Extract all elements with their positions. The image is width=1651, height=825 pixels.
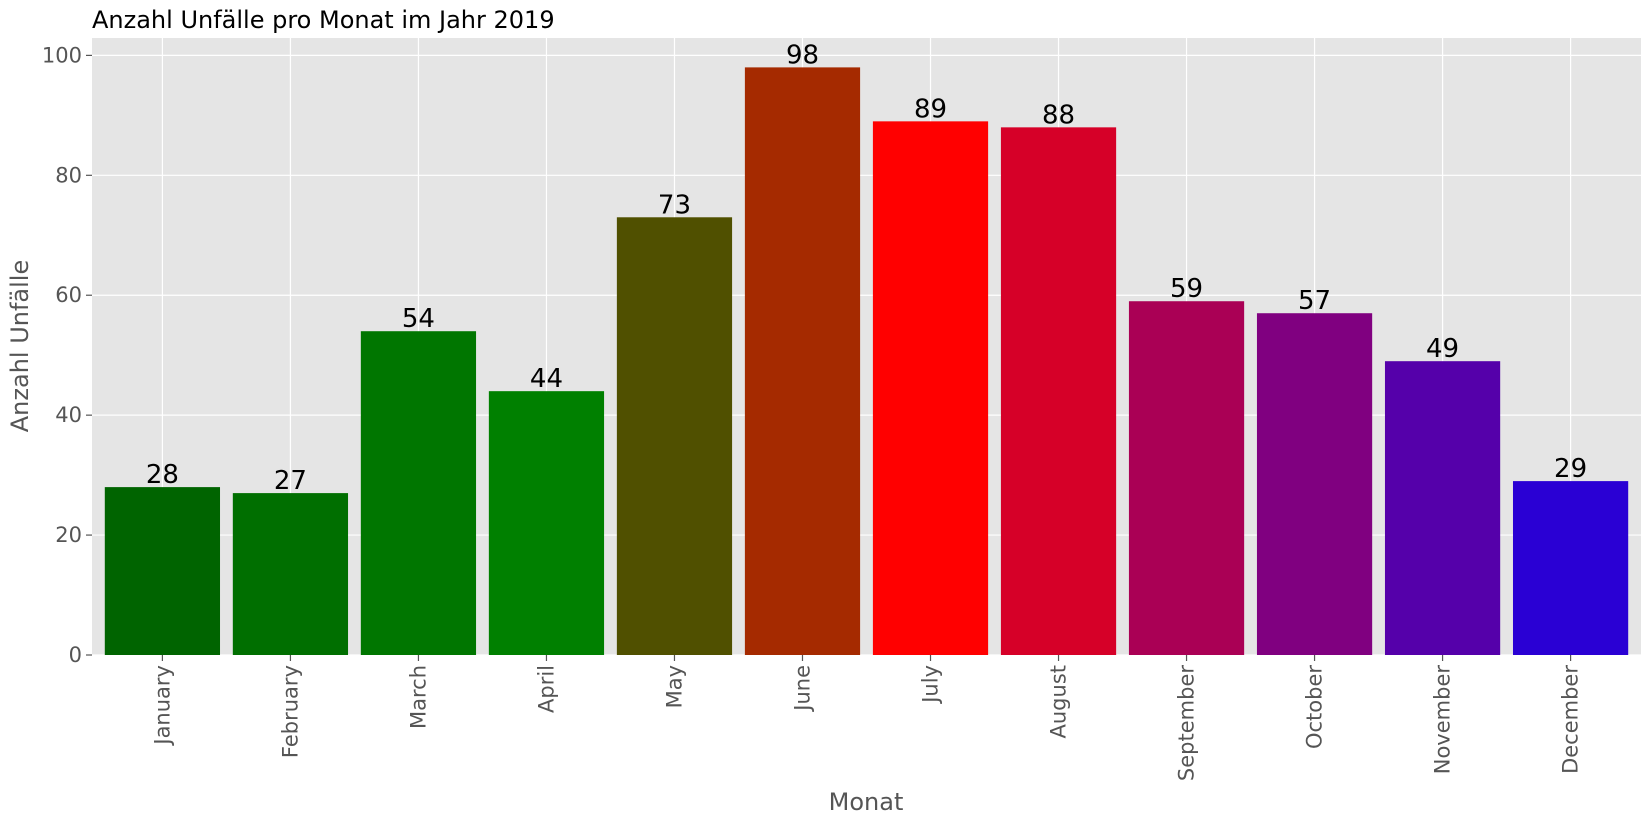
y-tick-label: 100: [42, 43, 82, 67]
data-label-september: 59: [1170, 274, 1203, 304]
x-tick-label-august: August: [1047, 665, 1071, 739]
data-label-february: 27: [274, 466, 307, 496]
data-label-november: 49: [1426, 334, 1459, 364]
x-tick-label-october: October: [1303, 665, 1327, 749]
data-label-december: 29: [1554, 454, 1587, 484]
x-tick-label-june: June: [790, 665, 814, 713]
y-tick-label: 0: [69, 643, 82, 667]
x-tick-label-may: May: [662, 665, 686, 708]
data-label-january: 28: [146, 460, 179, 490]
data-label-october: 57: [1298, 286, 1331, 316]
bar-february: [232, 493, 349, 655]
x-tick-label-september: September: [1175, 665, 1199, 781]
chart-title: Anzahl Unfälle pro Monat im Jahr 2019: [92, 6, 555, 34]
bar-october: [1256, 313, 1373, 655]
data-label-may: 73: [658, 190, 691, 220]
x-axis: January February March April May June July Augu…: [150, 655, 1583, 781]
bar-january: [104, 487, 221, 655]
y-axis-label: Anzahl Unfälle: [6, 260, 34, 432]
y-tick-label: 20: [55, 523, 82, 547]
bar-june: [744, 67, 861, 655]
data-label-june: 98: [786, 40, 819, 70]
x-tick-label-december: December: [1559, 665, 1583, 774]
x-tick-label-february: February: [278, 665, 302, 758]
bar-april: [488, 391, 605, 655]
data-labels: 28 27 54 44 73 98 89 88 59 57 49 29: [146, 40, 1587, 496]
data-label-august: 88: [1042, 100, 1075, 130]
bar-may: [616, 217, 733, 656]
x-tick-label-november: November: [1431, 665, 1455, 775]
y-tick-label: 60: [55, 283, 82, 307]
data-label-april: 44: [530, 364, 563, 394]
data-label-march: 54: [402, 304, 435, 334]
y-tick-label: 40: [55, 403, 82, 427]
bar-august: [1000, 127, 1117, 655]
bar-march: [360, 331, 477, 655]
x-tick-label-july: July: [919, 665, 943, 705]
bar-july: [872, 121, 989, 656]
y-axis: 0 20 40 60 80 100: [42, 43, 92, 667]
data-label-july: 89: [914, 94, 947, 124]
bar-december: [1512, 481, 1629, 655]
bars: [104, 67, 1629, 656]
bar-november: [1384, 361, 1501, 655]
bar-september: [1128, 301, 1245, 655]
x-axis-label: Monat: [829, 788, 904, 816]
y-tick-label: 80: [55, 163, 82, 187]
plot-area: [92, 38, 1641, 655]
x-tick-label-march: March: [406, 665, 430, 729]
x-tick-label-january: January: [150, 665, 174, 747]
x-tick-label-april: April: [534, 665, 558, 713]
